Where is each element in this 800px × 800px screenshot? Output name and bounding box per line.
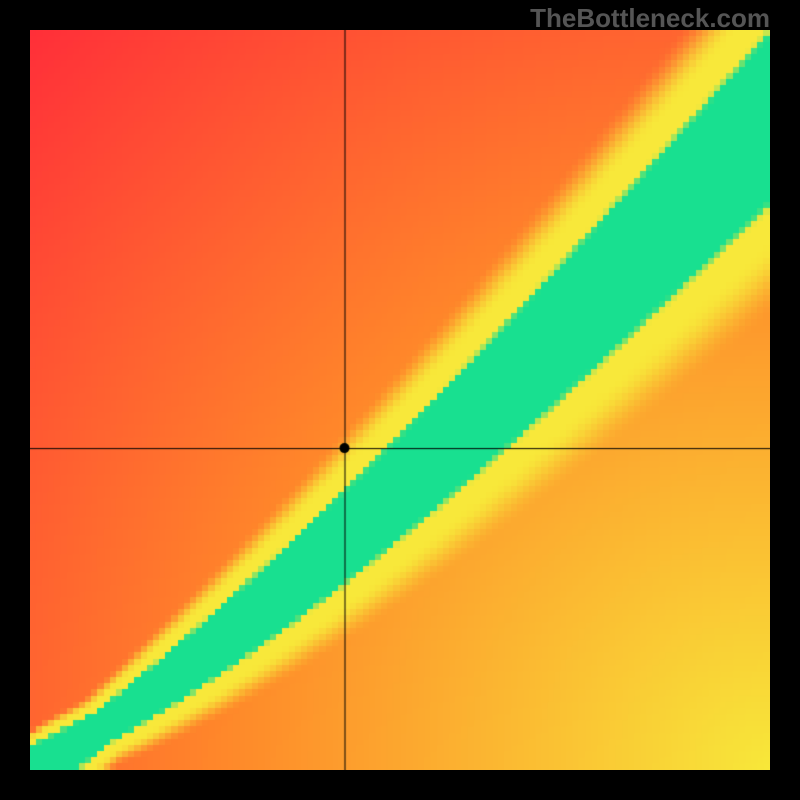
chart-container: TheBottleneck.com xyxy=(0,0,800,800)
bottleneck-heatmap xyxy=(30,30,770,770)
watermark-text: TheBottleneck.com xyxy=(530,3,770,34)
